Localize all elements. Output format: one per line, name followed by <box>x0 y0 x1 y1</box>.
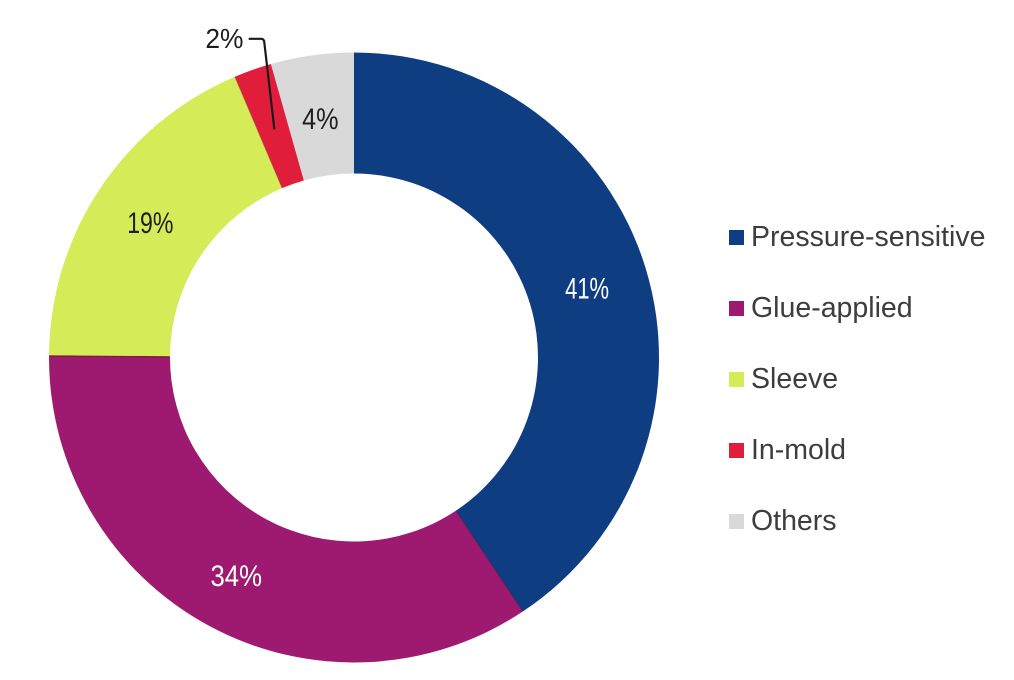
svg-text:41%: 41% <box>565 273 609 306</box>
svg-text:4%: 4% <box>302 103 338 136</box>
svg-text:Others: Others <box>751 505 837 537</box>
svg-text:2%: 2% <box>205 23 243 54</box>
svg-text:Glue-applied: Glue-applied <box>751 292 913 324</box>
svg-text:34%: 34% <box>211 560 263 593</box>
svg-text:In-mold: In-mold <box>751 434 846 466</box>
svg-text:Sleeve: Sleeve <box>751 363 838 395</box>
svg-text:Pressure-sensitive: Pressure-sensitive <box>751 221 985 253</box>
svg-text:19%: 19% <box>127 207 173 240</box>
